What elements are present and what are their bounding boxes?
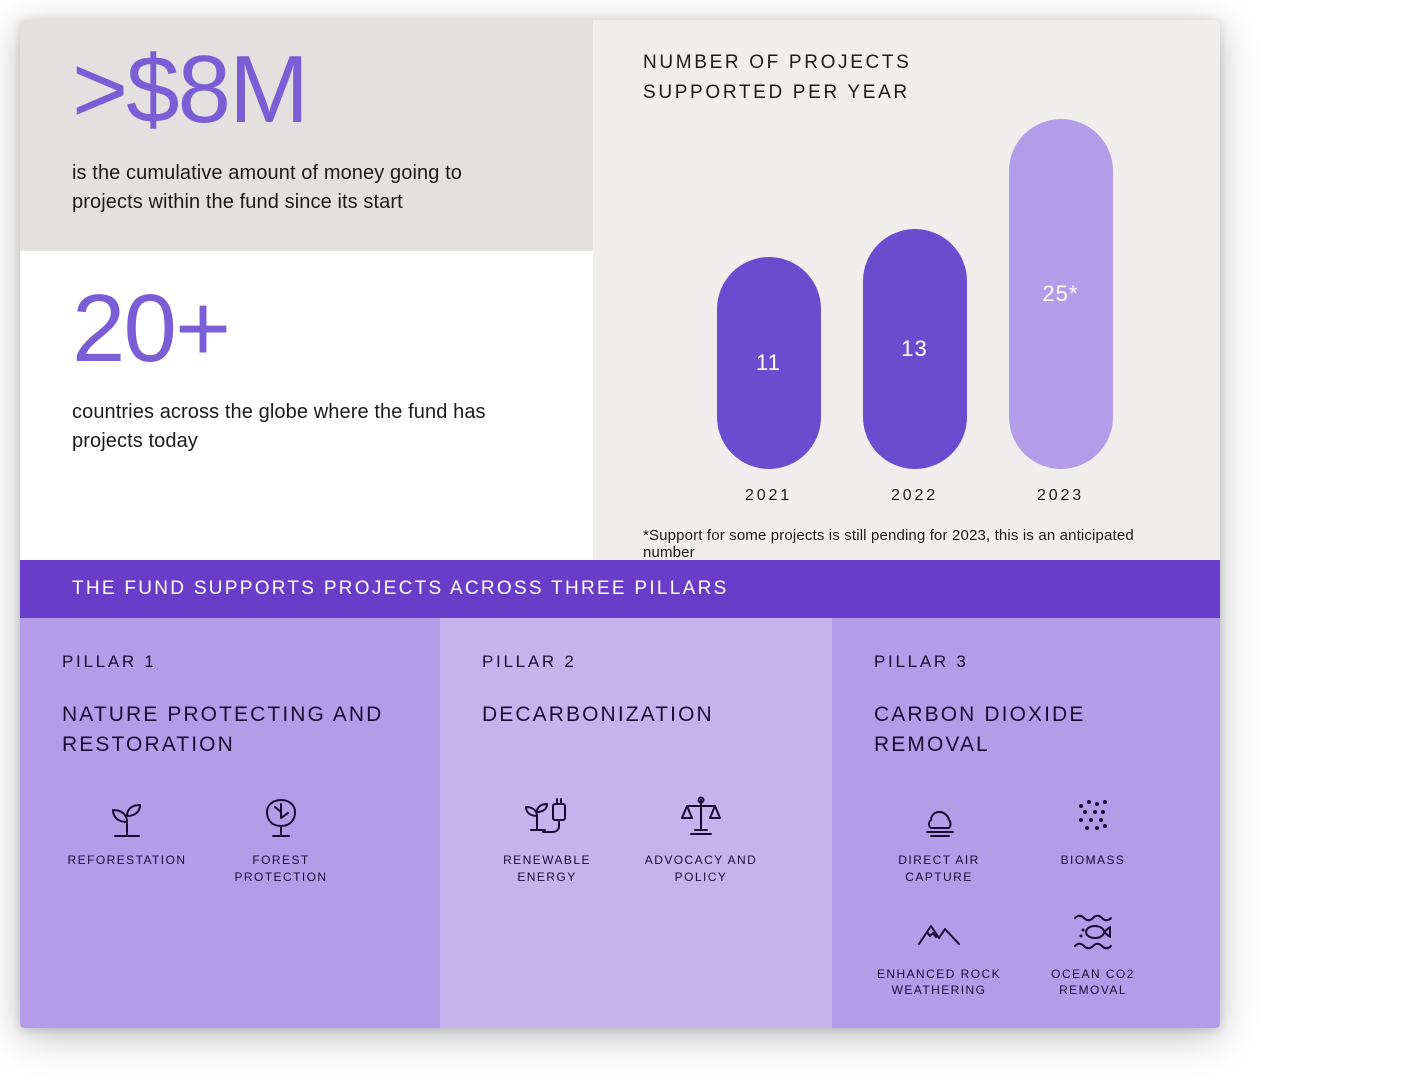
stats-column: >$8M is the cumulative amount of money g… bbox=[20, 20, 593, 560]
chart-title-line2: SUPPORTED PER YEAR bbox=[643, 82, 910, 103]
pillar-icon-grid: REFORESTATION FOREST PROTECTION bbox=[62, 790, 406, 886]
top-section: >$8M is the cumulative amount of money g… bbox=[20, 20, 1220, 560]
infographic-card: >$8M is the cumulative amount of money g… bbox=[20, 20, 1220, 1028]
bar-value: 11 bbox=[717, 257, 821, 469]
pillar-item-label: BIOMASS bbox=[1061, 852, 1126, 869]
pillar-title: NATURE PROTECTING AND RESTORATION bbox=[62, 700, 406, 762]
cloud-icon bbox=[913, 790, 965, 842]
pillars-row: PILLAR 1 NATURE PROTECTING AND RESTORATIO… bbox=[20, 618, 1220, 1028]
pillar-icon-grid: RENEWABLE ENERGY ADVOCACY AND POLICY bbox=[482, 790, 798, 886]
pillar-number: PILLAR 2 bbox=[482, 652, 798, 672]
bar-2022: 13 2022 bbox=[863, 229, 967, 505]
pillar-item-label: ENHANCED ROCK WEATHERING bbox=[874, 966, 1004, 1000]
bar-year-label: 2021 bbox=[745, 487, 792, 505]
stat2-desc: countries across the globe where the fun… bbox=[72, 398, 492, 456]
scales-icon bbox=[675, 790, 727, 842]
tree-icon bbox=[255, 790, 307, 842]
bar-year-label: 2022 bbox=[891, 487, 938, 505]
pillar-item-mountains: ENHANCED ROCK WEATHERING bbox=[874, 904, 1004, 1000]
bar-value: 25* bbox=[1009, 119, 1113, 469]
bar-value: 13 bbox=[863, 229, 967, 469]
bar-chart: 11 2021 13 2022 25* 2023 bbox=[643, 119, 1186, 505]
pillar-2: PILLAR 2 DECARBONIZATION RENEWABLE ENERGY A… bbox=[440, 618, 832, 1028]
pillar-item-renewable: RENEWABLE ENERGY bbox=[482, 790, 612, 886]
pillar-item-scales: ADVOCACY AND POLICY bbox=[636, 790, 766, 886]
stat-cumulative-funding: >$8M is the cumulative amount of money g… bbox=[20, 20, 593, 251]
pillar-item-label: DIRECT AIR CAPTURE bbox=[874, 852, 1004, 886]
pillar-item-label: REFORESTATION bbox=[68, 852, 187, 869]
pillar-title: CARBON DIOXIDE REMOVAL bbox=[874, 700, 1186, 762]
pillar-item-cloud: DIRECT AIR CAPTURE bbox=[874, 790, 1004, 886]
bar-year-label: 2023 bbox=[1037, 487, 1084, 505]
bar-2023: 25* 2023 bbox=[1009, 119, 1113, 505]
pillar-item-dots: BIOMASS bbox=[1028, 790, 1158, 886]
stat1-desc: is the cumulative amount of money going … bbox=[72, 159, 492, 217]
pillar-item-tree: FOREST PROTECTION bbox=[216, 790, 346, 886]
stat2-value: 20+ bbox=[72, 279, 553, 380]
chart-footnote: *Support for some projects is still pend… bbox=[643, 527, 1186, 561]
bar-2021: 11 2021 bbox=[717, 257, 821, 505]
renewable-icon bbox=[521, 790, 573, 842]
pillar-icon-grid: DIRECT AIR CAPTURE BIOMASS ENHANCED ROCK W… bbox=[874, 790, 1186, 999]
pillar-3: PILLAR 3 CARBON DIOXIDE REMOVAL DIRECT AIR… bbox=[832, 618, 1220, 1028]
pillar-item-label: ADVOCACY AND POLICY bbox=[636, 852, 766, 886]
pillar-title: DECARBONIZATION bbox=[482, 700, 798, 762]
pillar-item-seedling: REFORESTATION bbox=[62, 790, 192, 886]
pillar-item-label: FOREST PROTECTION bbox=[216, 852, 346, 886]
stat1-value: >$8M bbox=[72, 40, 553, 141]
seedling-icon bbox=[101, 790, 153, 842]
pillar-item-ocean: OCEAN CO2 REMOVAL bbox=[1028, 904, 1158, 1000]
ocean-icon bbox=[1067, 904, 1119, 956]
chart-title-line1: NUMBER OF PROJECTS bbox=[643, 52, 912, 73]
pillar-item-label: RENEWABLE ENERGY bbox=[482, 852, 612, 886]
dots-icon bbox=[1067, 790, 1119, 842]
pillar-1: PILLAR 1 NATURE PROTECTING AND RESTORATIO… bbox=[20, 618, 440, 1028]
pillar-number: PILLAR 1 bbox=[62, 652, 406, 672]
pillar-item-label: OCEAN CO2 REMOVAL bbox=[1028, 966, 1158, 1000]
chart-title: NUMBER OF PROJECTS SUPPORTED PER YEAR bbox=[643, 48, 1186, 109]
pillar-number: PILLAR 3 bbox=[874, 652, 1186, 672]
mountains-icon bbox=[913, 904, 965, 956]
pillars-banner: THE FUND SUPPORTS PROJECTS ACROSS THREE … bbox=[20, 560, 1220, 618]
chart-panel: NUMBER OF PROJECTS SUPPORTED PER YEAR 11… bbox=[593, 20, 1220, 560]
stat-countries: 20+ countries across the globe where the… bbox=[20, 251, 593, 560]
